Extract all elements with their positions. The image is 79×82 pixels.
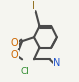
Text: I: I	[32, 1, 35, 11]
Text: Cl: Cl	[21, 67, 30, 76]
Text: O: O	[10, 38, 18, 48]
Text: N: N	[53, 58, 61, 68]
Text: O: O	[10, 50, 18, 60]
